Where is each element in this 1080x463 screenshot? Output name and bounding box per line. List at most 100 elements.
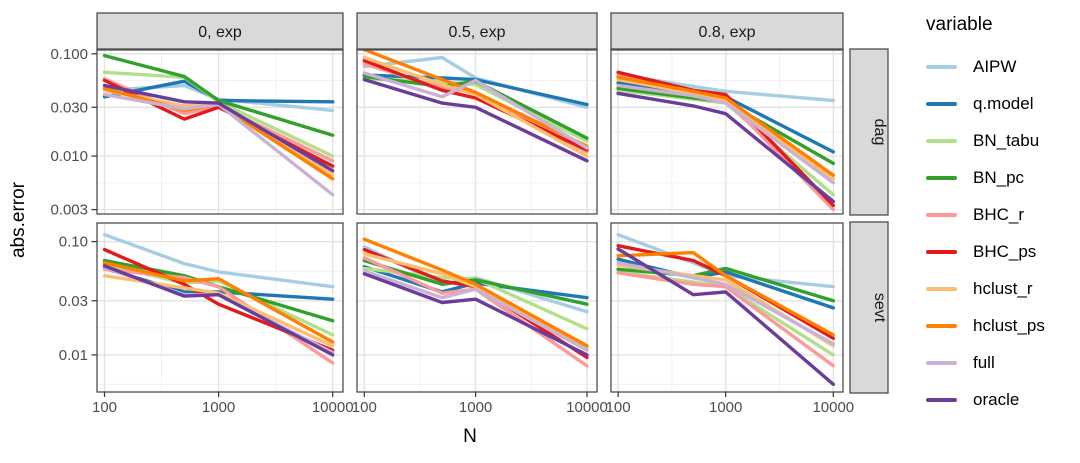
x-tick-label: 10000	[312, 399, 354, 416]
x-axis-title: N	[463, 426, 477, 447]
legend-label: oracle	[973, 389, 1020, 409]
x-tick-label: 100	[352, 399, 377, 416]
legend-item-bhc-r: BHC_r	[926, 196, 1078, 233]
legend-label: BN_pc	[973, 167, 1025, 187]
legend-label: full	[973, 352, 995, 372]
y-tick-label: 0.010	[50, 148, 88, 165]
legend-item-full: full	[926, 344, 1078, 381]
panel-background	[357, 223, 597, 392]
x-tick-label: 10000	[566, 399, 608, 416]
facet-strip-label: dag	[871, 119, 888, 146]
legend-key-line-icon	[926, 249, 957, 254]
line-bn-pc	[102, 53, 335, 138]
panel-dag-0-5-exp	[356, 49, 598, 215]
y-tick-label: 0.01	[59, 347, 88, 364]
x-tick-label: 100	[92, 399, 117, 416]
panel-border	[96, 49, 344, 215]
panel-border	[356, 49, 598, 215]
legend-label: hclust_ps	[973, 315, 1045, 335]
panel-lines	[362, 50, 589, 163]
y-tick-label: 0.003	[50, 202, 88, 219]
facet-strip-background	[356, 12, 598, 50]
line-q-model	[616, 257, 835, 310]
panel-background	[611, 223, 843, 392]
line-hclust-ps	[616, 250, 835, 337]
legend-item-hclust-ps: hclust_ps	[926, 307, 1078, 344]
line-hclust-ps	[102, 261, 335, 344]
line-bhc-r	[102, 77, 335, 163]
legend-item-q-model: q.model	[926, 85, 1078, 122]
legend-item-bhc-ps: BHC_ps	[926, 233, 1078, 270]
legend-label: BHC_ps	[973, 241, 1037, 261]
panel-lines	[102, 53, 335, 197]
x-tick-label: 10000	[812, 399, 854, 416]
x-tick-label: 100	[606, 399, 631, 416]
panel-border	[610, 222, 844, 393]
line-hclust-ps	[362, 50, 589, 148]
y-tick-label: 0.10	[59, 234, 88, 251]
line-oracle	[616, 247, 835, 386]
panel-border	[96, 222, 344, 393]
facet-strip-col-0-5-exp: 0.5, exp	[356, 12, 598, 50]
facet-strip-background	[849, 48, 889, 216]
y-tick-label: 0.03	[59, 293, 88, 310]
legend-item-hclust-r: hclust_r	[926, 270, 1078, 307]
facet-strip-row-sevt: sevt	[849, 221, 889, 394]
line-full	[362, 269, 589, 352]
legend-key-line-icon	[926, 138, 957, 143]
facet-strip-row-dag: dag	[849, 48, 889, 216]
line-bhc-r	[616, 271, 835, 368]
line-hclust-ps	[616, 75, 835, 178]
panel-dag-0-8-exp	[610, 49, 844, 215]
panel-lines	[102, 232, 335, 365]
legend-key-line-icon	[926, 286, 957, 291]
legend-key-line-icon	[926, 323, 957, 328]
facet-strip-background	[610, 12, 844, 50]
y-tick-label: 0.100	[50, 46, 88, 63]
line-oracle	[616, 91, 835, 204]
legend: variable AIPW q.model BN_tabu BN_pc BHC_r BHC…	[926, 12, 1078, 418]
legend-item-oracle: oracle	[926, 381, 1078, 418]
legend-label: BN_tabu	[973, 130, 1040, 150]
x-tick-label: 1000	[709, 399, 742, 416]
legend-item-aipw: AIPW	[926, 48, 1078, 85]
legend-key-line-icon	[926, 175, 957, 180]
panel-sevt-0-8-exp: 100 1000 10000	[606, 222, 854, 416]
line-full	[616, 83, 835, 185]
y-axis-title: abs.error	[8, 181, 29, 259]
line-bhc-ps	[616, 70, 835, 208]
facet-strip-col-0-exp: 0, exp	[96, 12, 344, 50]
panel-lines	[362, 237, 589, 368]
x-tick-label: 1000	[459, 399, 492, 416]
line-hclust-r	[616, 77, 835, 181]
legend-key-line-icon	[926, 212, 957, 217]
line-aipw	[102, 232, 335, 289]
legend-key-line-icon	[926, 64, 957, 69]
facet-strip-label: 0.8, exp	[699, 24, 756, 41]
line-oracle	[102, 264, 335, 357]
line-hclust-ps	[362, 237, 589, 348]
legend-item-bn-pc: BN_pc	[926, 159, 1078, 196]
panel-dag-0-exp	[96, 49, 344, 215]
panel-sevt-0-5-exp: 100 1000 10000	[352, 222, 608, 416]
facet-strip-col-0-8-exp: 0.8, exp	[610, 12, 844, 50]
facet-strip-background	[849, 221, 889, 394]
legend-key-line-icon	[926, 360, 957, 365]
y-tick-label: 0.030	[50, 99, 88, 116]
legend-title: variable	[926, 14, 993, 35]
panel-background	[97, 223, 343, 392]
panel-sevt-0-exp: 100 1000 10000	[92, 222, 354, 416]
facet-strip-label: 0, exp	[198, 24, 242, 41]
panel-border	[356, 222, 598, 393]
panel-lines	[616, 70, 835, 212]
x-tick-label: 1000	[202, 399, 235, 416]
facet-strip-background	[96, 12, 344, 50]
legend-label: q.model	[973, 93, 1034, 113]
panel-lines	[616, 232, 835, 386]
line-bn-pc	[362, 74, 589, 140]
legend-key-line-icon	[926, 397, 957, 402]
panel-border	[610, 49, 844, 215]
line-full	[362, 71, 589, 150]
